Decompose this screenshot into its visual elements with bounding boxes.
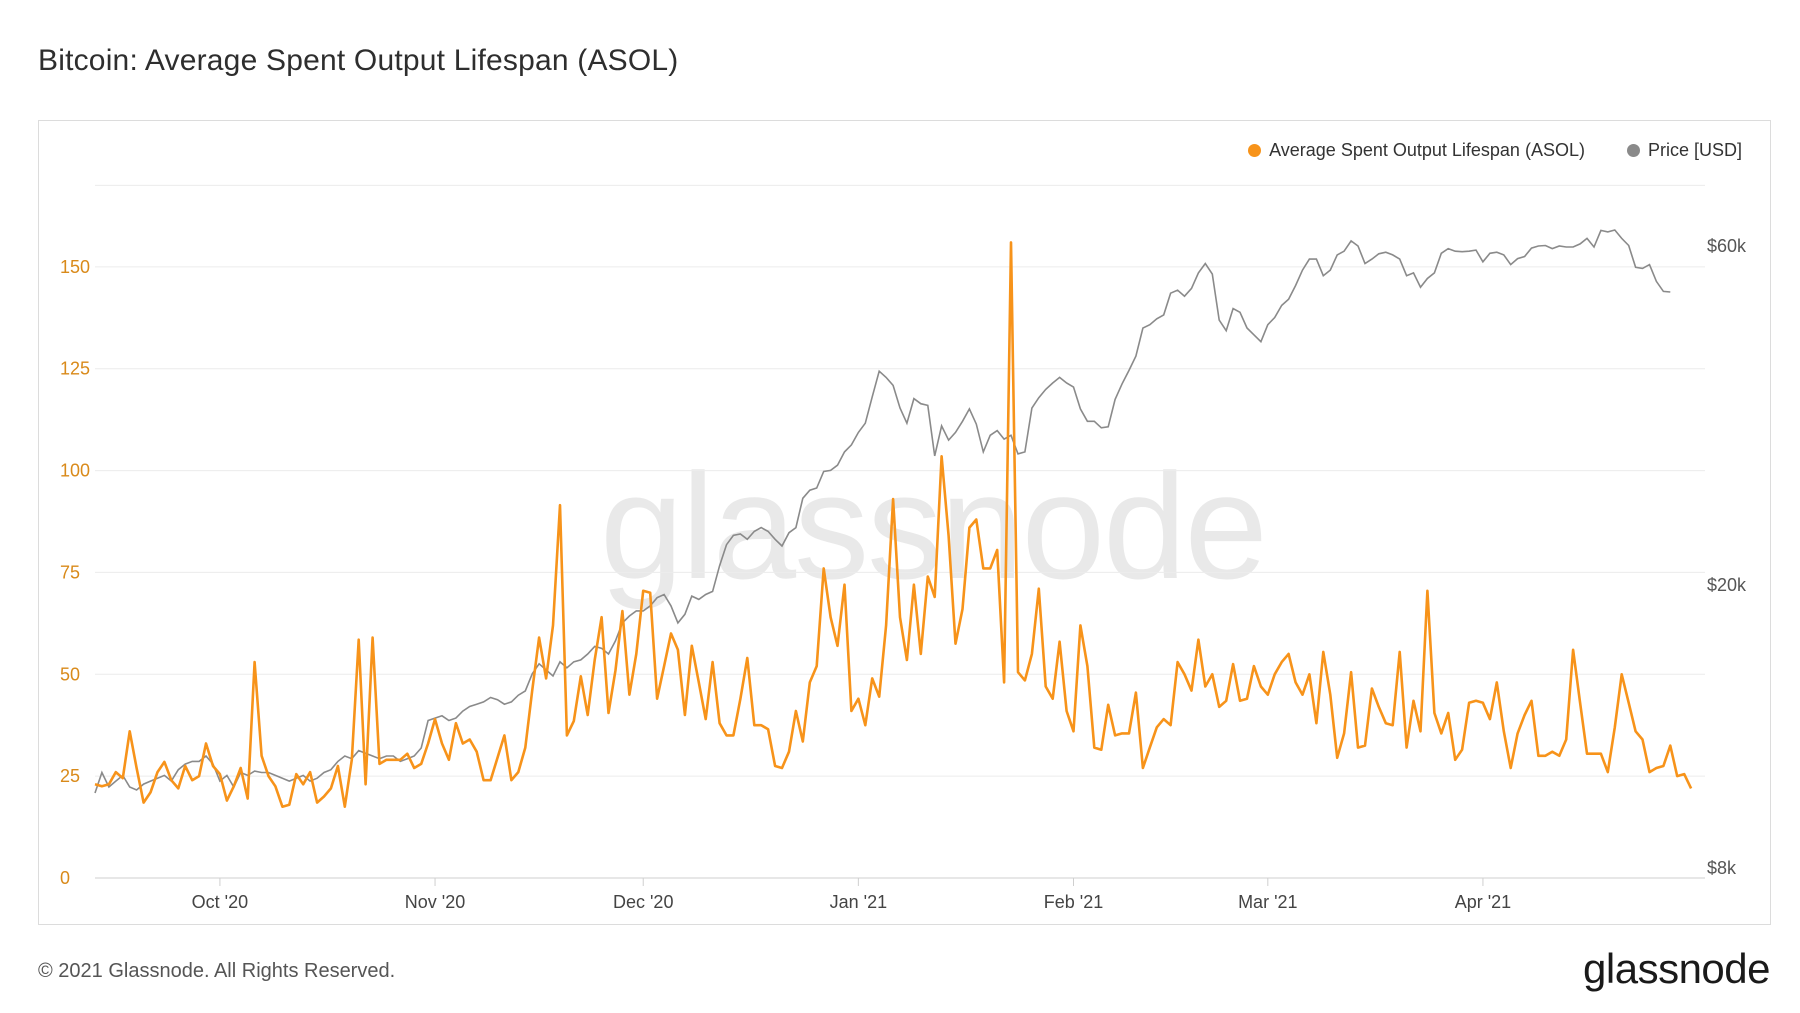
x-tick-label: Jan '21 <box>830 892 887 912</box>
x-tick-label: Dec '20 <box>613 892 673 912</box>
glassnode-logo[interactable]: glassnode <box>1583 945 1770 992</box>
x-tick-label: Mar '21 <box>1238 892 1297 912</box>
chart-legend: Average Spent Output Lifespan (ASOL) Pri… <box>1248 140 1742 161</box>
chart-panel <box>38 120 1771 925</box>
y-left-tick-label: 50 <box>60 664 80 684</box>
y-left-tick-label: 0 <box>60 868 70 888</box>
y-left-tick-label: 150 <box>60 257 90 277</box>
x-tick-label: Nov '20 <box>405 892 465 912</box>
y-right-tick-label: $60k <box>1707 236 1747 256</box>
y-right-tick-label: $8k <box>1707 858 1737 878</box>
y-left-tick-label: 125 <box>60 359 90 379</box>
y-left-tick-label: 100 <box>60 461 90 481</box>
legend-dot-price-icon <box>1626 144 1640 157</box>
y-left-tick-label: 25 <box>60 766 80 786</box>
price-series-line <box>94 229 1671 794</box>
x-tick-label: Apr '21 <box>1455 892 1511 912</box>
legend-label-asol: Average Spent Output Lifespan (ASOL) <box>1269 140 1585 160</box>
legend-label-price: Price [USD] <box>1647 140 1742 160</box>
asol-series-line <box>94 241 1693 808</box>
legend-item-price[interactable]: Price [USD] <box>1626 140 1742 161</box>
x-tick-label: Feb '21 <box>1044 892 1103 912</box>
y-right-tick-label: $20k <box>1707 575 1747 595</box>
watermark: glassnode <box>600 442 1268 610</box>
legend-dot-asol-icon <box>1248 144 1262 157</box>
legend-item-asol[interactable]: Average Spent Output Lifespan (ASOL) <box>1248 140 1585 161</box>
copyright-text: © 2021 Glassnode. All Rights Reserved. <box>38 960 396 982</box>
x-tick-label: Oct '20 <box>192 892 248 912</box>
y-left-tick-label: 75 <box>60 562 80 582</box>
page-title: Bitcoin: Average Spent Output Lifespan (… <box>38 44 679 77</box>
